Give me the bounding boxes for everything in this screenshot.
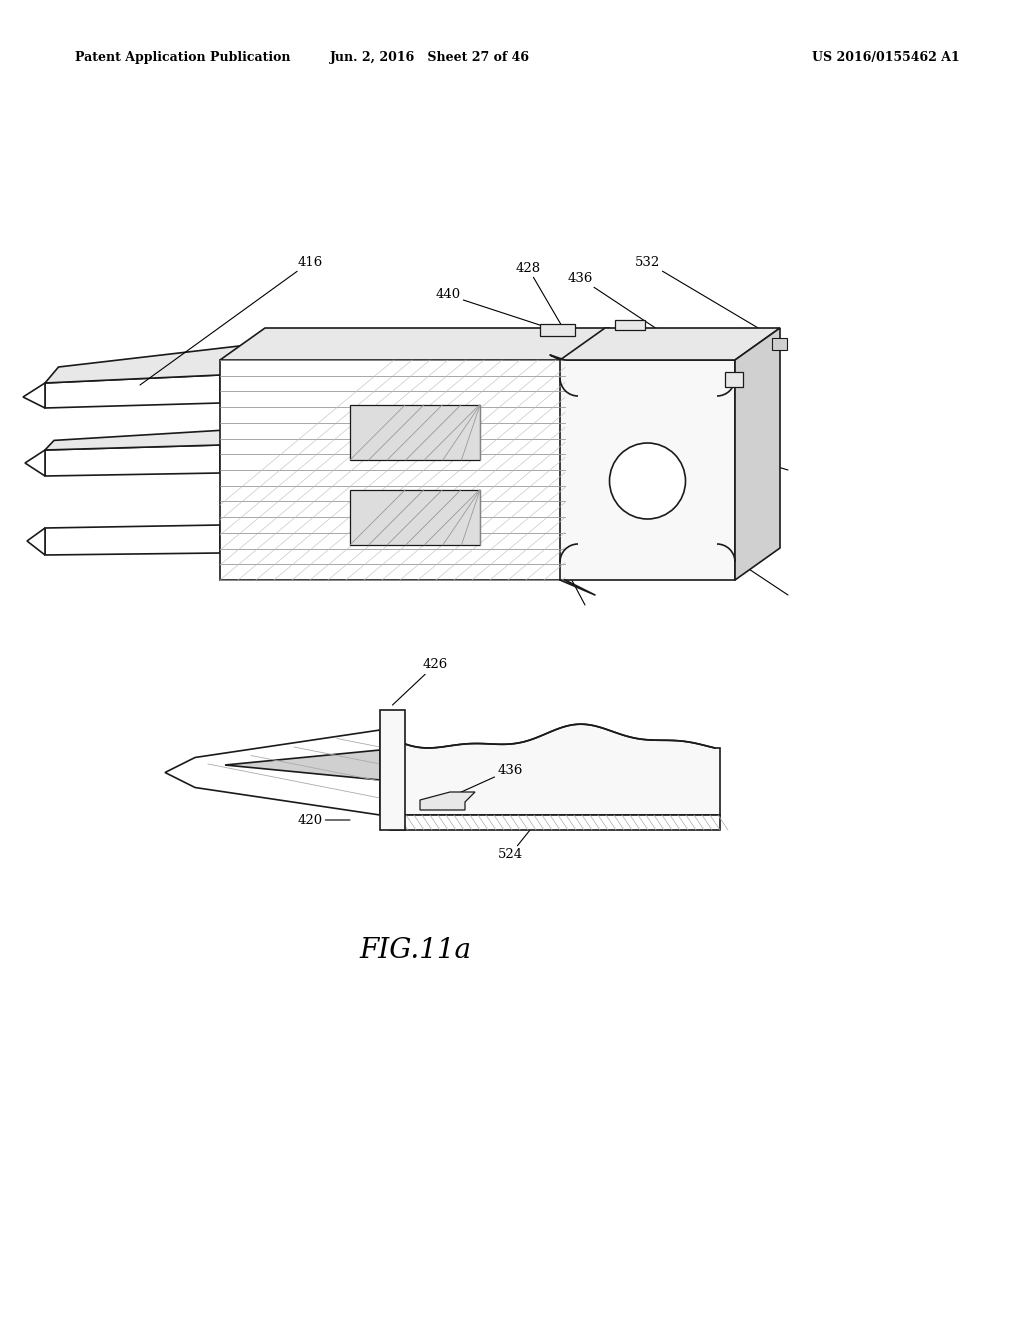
Text: 508: 508 <box>659 511 788 595</box>
Text: 436: 436 <box>449 763 522 799</box>
Text: US 2016/0155462 A1: US 2016/0155462 A1 <box>812 50 961 63</box>
Text: 436: 436 <box>567 272 734 380</box>
Polygon shape <box>772 338 787 350</box>
Polygon shape <box>225 750 380 780</box>
Text: Patent Application Publication: Patent Application Publication <box>75 50 291 63</box>
Polygon shape <box>220 327 610 360</box>
Polygon shape <box>615 319 645 330</box>
Polygon shape <box>45 525 220 554</box>
Polygon shape <box>209 744 380 771</box>
Polygon shape <box>560 327 780 360</box>
Polygon shape <box>217 747 380 775</box>
Text: 416: 416 <box>140 256 323 385</box>
Polygon shape <box>45 445 220 477</box>
Polygon shape <box>735 327 780 579</box>
Polygon shape <box>45 375 220 408</box>
Polygon shape <box>350 490 480 545</box>
Polygon shape <box>25 450 45 477</box>
Polygon shape <box>420 792 475 810</box>
Text: 532: 532 <box>635 256 775 338</box>
Polygon shape <box>725 372 743 387</box>
Polygon shape <box>540 323 575 337</box>
Polygon shape <box>45 429 243 450</box>
Text: 440: 440 <box>435 289 555 330</box>
Circle shape <box>609 444 685 519</box>
Text: 426: 426 <box>392 659 447 705</box>
Polygon shape <box>560 360 735 579</box>
Text: FIG.11a: FIG.11a <box>359 936 471 964</box>
Text: 528: 528 <box>676 433 788 470</box>
Text: Jun. 2, 2016   Sheet 27 of 46: Jun. 2, 2016 Sheet 27 of 46 <box>330 50 530 63</box>
Polygon shape <box>23 383 45 408</box>
Polygon shape <box>380 710 406 830</box>
Polygon shape <box>390 814 720 830</box>
Text: 428: 428 <box>515 261 570 341</box>
Polygon shape <box>390 725 720 814</box>
Polygon shape <box>350 405 480 459</box>
Text: 420: 420 <box>297 813 350 826</box>
Polygon shape <box>165 730 380 814</box>
Text: 524: 524 <box>498 830 530 862</box>
Polygon shape <box>27 528 45 554</box>
Polygon shape <box>220 360 565 579</box>
Polygon shape <box>45 343 265 383</box>
Text: 426: 426 <box>527 513 585 605</box>
